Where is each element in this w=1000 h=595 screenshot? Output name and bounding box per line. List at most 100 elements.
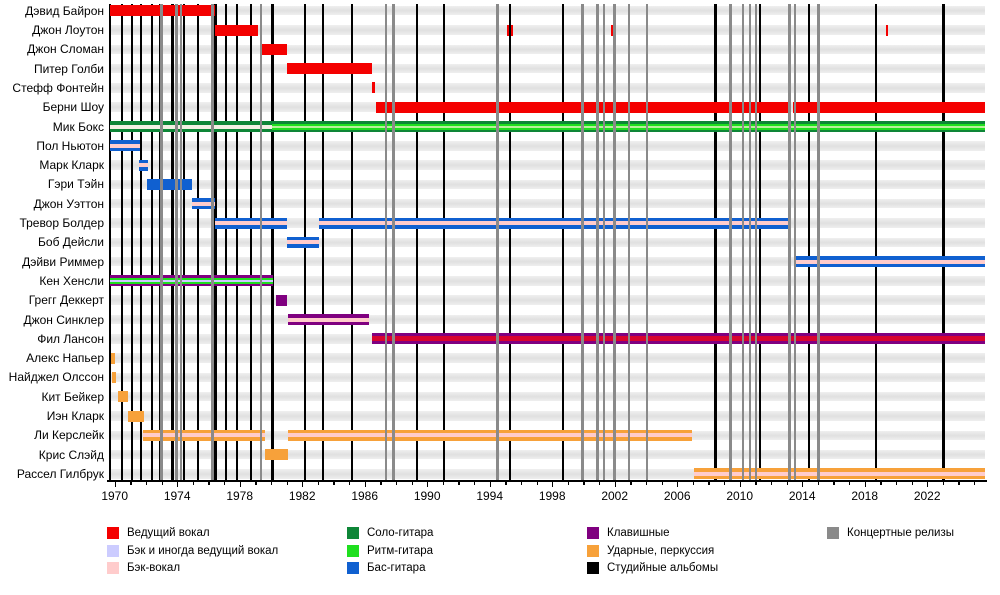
legend-label: Студийные альбомы — [607, 562, 719, 574]
role-stripe-lead_vocal — [215, 24, 259, 36]
x-axis-tick — [114, 482, 116, 487]
role-stripe-back_vocal — [793, 259, 985, 264]
role-stripe-bass_guitar — [138, 167, 149, 171]
x-axis-tick — [474, 482, 476, 485]
role-stripe-back_vocal — [288, 317, 369, 322]
role-stripe-keyboards — [276, 294, 288, 306]
x-axis-tick — [927, 482, 929, 487]
studio-album-line — [130, 4, 133, 481]
row-band — [110, 83, 985, 93]
legend-label: Бэк и иногда ведущий вокал — [127, 544, 279, 557]
x-axis-tick — [395, 482, 398, 485]
row-band — [110, 372, 985, 383]
row-band — [110, 256, 985, 267]
member-label: Питер Голби — [33, 61, 104, 76]
role-stripe-lanzon_center — [371, 336, 985, 342]
x-axis-tick — [958, 482, 960, 485]
live-release-line — [729, 4, 732, 481]
x-axis-tick — [880, 482, 882, 485]
member-label: Дэвид Байрон — [25, 3, 104, 18]
x-axis-tick — [849, 482, 851, 485]
role-stripe-bass_guitar — [215, 217, 287, 221]
member-tenure-bar — [276, 294, 288, 306]
row-band — [110, 198, 985, 209]
x-axis-tick — [380, 482, 382, 485]
member-tenure-bar — [215, 24, 259, 36]
row-band — [110, 179, 985, 190]
role-stripe-drums_percussion — [142, 437, 265, 441]
role-stripe-back_vocal — [287, 240, 319, 245]
role-stripe-drums_percussion — [112, 371, 117, 383]
x-tick-label: 2002 — [601, 489, 629, 503]
role-stripe-drums_percussion — [264, 449, 289, 461]
x-axis-tick — [724, 482, 726, 485]
role-stripe-back_vocal — [215, 221, 287, 225]
live-release-line — [741, 4, 744, 481]
role-stripe-back_vocal — [693, 471, 985, 476]
member-tenure-bar — [318, 217, 792, 229]
legend-label: Ритм-гитара — [367, 544, 434, 557]
role-stripe-lead_vocal — [371, 82, 375, 94]
role-stripe-bass_guitar — [215, 225, 287, 229]
role-stripe-rhythm_guitar — [110, 281, 273, 284]
x-axis-tick — [192, 482, 194, 485]
x-axis-tick — [520, 482, 523, 485]
member-label: Мик Бокс — [52, 119, 104, 134]
member-label: Иэн Кларк — [46, 409, 104, 423]
x-axis-tick — [739, 482, 741, 487]
role-stripe-drums_percussion — [142, 429, 265, 434]
legend-swatch-live_releases — [827, 527, 839, 539]
x-axis-tick — [317, 482, 319, 485]
legend: Ведущий вокал Бэк и иногда ведущий вокал Б… — [0, 521, 1000, 591]
studio-album-line — [415, 4, 419, 481]
x-tick-label: 2022 — [913, 489, 941, 503]
live-release-line — [581, 4, 584, 481]
member-label: Гэри Тэйн — [47, 177, 104, 192]
role-stripe-keyboards — [288, 321, 369, 325]
x-axis-tick — [974, 482, 976, 485]
role-stripe-drums_percussion — [693, 475, 985, 480]
x-axis-tick — [677, 482, 679, 487]
role-stripe-back_sometimes_lead — [110, 279, 273, 282]
live-release-line — [817, 4, 820, 481]
role-stripe-bass_guitar — [138, 159, 149, 164]
role-stripe-back_vocal — [110, 143, 141, 148]
x-axis-tick — [770, 482, 773, 485]
studio-album-line — [758, 4, 762, 481]
role-stripe-lead_vocal — [793, 101, 985, 113]
row-band — [110, 314, 985, 325]
role-stripe-back_vocal — [192, 201, 216, 206]
studio-album-line — [236, 4, 239, 481]
studio-album-line — [183, 4, 186, 481]
x-axis-tick — [692, 482, 694, 485]
member-label: Джон Сломан — [27, 42, 104, 57]
x-axis-tick — [599, 482, 601, 485]
member-tenure-bar — [264, 449, 289, 461]
role-stripe-bass_guitar — [192, 198, 216, 202]
role-stripe-bass_guitar — [287, 236, 319, 241]
x-axis-tick — [708, 482, 710, 485]
studio-album-line — [714, 4, 717, 481]
live-release-line — [627, 4, 630, 481]
role-stripe-drums_percussion — [110, 352, 116, 364]
x-tick-label: 1970 — [101, 489, 129, 503]
role-stripe-back_vocal — [142, 433, 265, 438]
member-tenure-bar — [112, 371, 117, 383]
member-label: Берни Шоу — [42, 100, 104, 115]
legend-swatch-rhythm_guitar — [347, 544, 359, 557]
role-stripe-back_vocal — [288, 433, 693, 438]
live-release-line — [179, 4, 183, 481]
x-axis-tick — [161, 482, 163, 485]
row-band — [110, 353, 985, 363]
x-axis-tick — [286, 482, 288, 485]
x-axis-tick — [364, 482, 366, 487]
x-axis-tick — [177, 482, 179, 487]
legend-swatch-solo_guitar — [347, 527, 359, 539]
x-axis-tick — [239, 482, 241, 487]
x-axis-tick — [833, 482, 835, 485]
x-axis-tick — [755, 482, 757, 485]
member-label: Тревор Болдер — [19, 216, 104, 230]
legend-swatch-lead_vocal — [107, 527, 119, 539]
x-axis-line — [107, 480, 987, 482]
live-release-line — [754, 4, 758, 481]
